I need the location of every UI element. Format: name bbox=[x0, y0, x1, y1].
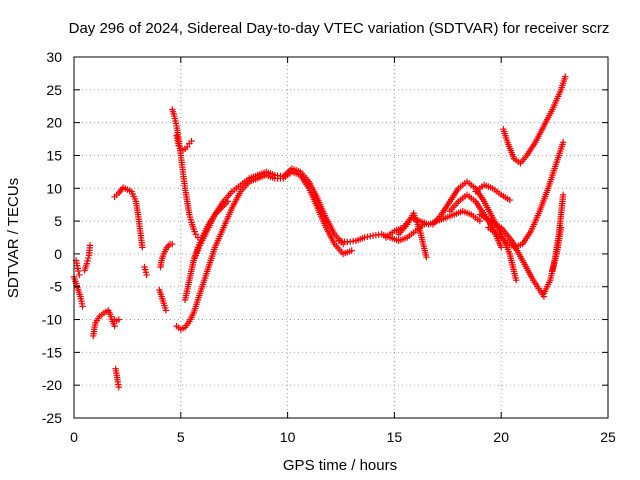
series-sat-j bbox=[157, 240, 176, 271]
data-point bbox=[83, 260, 91, 267]
series-sat-t bbox=[395, 210, 430, 261]
y-tick-labels: -25 -20 -15 -10 -5 0 5 10 15 20 25 30 bbox=[42, 49, 62, 426]
y-tick-label: 15 bbox=[46, 147, 62, 163]
y-tick-label: -20 bbox=[42, 377, 62, 393]
plot-frame bbox=[73, 56, 609, 419]
data-point bbox=[559, 139, 567, 146]
y-tick-label: 0 bbox=[54, 246, 62, 262]
x-tick-label: 25 bbox=[600, 429, 616, 445]
series-sat-f bbox=[112, 365, 123, 391]
series-sat-a bbox=[70, 273, 86, 310]
data-point bbox=[498, 244, 505, 251]
y-tick-label: 10 bbox=[46, 180, 62, 196]
y-tick-label: -10 bbox=[42, 312, 62, 328]
data-point bbox=[139, 244, 146, 251]
data-point bbox=[75, 267, 82, 275]
data-point bbox=[86, 242, 94, 249]
data-point bbox=[175, 142, 182, 149]
data-point bbox=[143, 271, 150, 279]
data-point bbox=[366, 232, 374, 240]
data-point bbox=[111, 322, 118, 330]
data-point bbox=[115, 316, 123, 323]
data-point bbox=[79, 303, 86, 310]
data-point bbox=[364, 233, 371, 241]
series-sat-d bbox=[90, 307, 118, 340]
data-point bbox=[361, 234, 368, 241]
data-point bbox=[85, 254, 92, 262]
y-tick-label: 5 bbox=[54, 213, 62, 229]
series-sat-s bbox=[382, 208, 484, 241]
series-sat-y bbox=[485, 139, 567, 251]
series-sat-w bbox=[472, 181, 513, 204]
data-point bbox=[162, 307, 170, 314]
series-sat-aa bbox=[540, 191, 567, 297]
y-axis-label: SDTVAR / TECUs bbox=[5, 178, 22, 298]
x-tick-labels: 0 5 10 15 20 25 bbox=[70, 429, 616, 445]
y-tick-label: 30 bbox=[46, 49, 62, 65]
series-sat-g bbox=[111, 184, 146, 251]
data-point bbox=[557, 224, 565, 231]
series-sat-n bbox=[190, 171, 261, 264]
x-axis-label: GPS time / hours bbox=[283, 457, 397, 474]
data-marks bbox=[70, 73, 569, 391]
series-sat-ab bbox=[549, 224, 565, 274]
data-point bbox=[348, 247, 355, 254]
chart-title: Day 296 of 2024, Sidereal Day-to-day VTE… bbox=[69, 20, 610, 37]
data-point bbox=[559, 191, 567, 199]
data-point bbox=[188, 137, 195, 145]
x-tick-label: 15 bbox=[387, 429, 403, 445]
series-sat-z bbox=[500, 73, 569, 167]
data-point bbox=[512, 276, 520, 284]
series-sat-r bbox=[335, 221, 428, 246]
series-sat-x bbox=[476, 211, 548, 300]
data-point bbox=[84, 257, 91, 265]
series-sat-l bbox=[173, 132, 195, 154]
y-tick-label: 20 bbox=[46, 115, 62, 131]
x-tick-label: 20 bbox=[493, 429, 509, 445]
series-sat-m bbox=[173, 178, 253, 333]
series-sat-c bbox=[81, 242, 94, 274]
data-point bbox=[169, 240, 176, 248]
data-point bbox=[506, 196, 513, 204]
grid-lines bbox=[74, 57, 608, 418]
y-tick-label: -15 bbox=[42, 344, 62, 360]
series-sat-e bbox=[111, 316, 123, 325]
data-point bbox=[224, 198, 231, 205]
series-sat-h bbox=[141, 263, 150, 279]
y-tick-label: -5 bbox=[50, 279, 63, 295]
data-point bbox=[423, 253, 430, 261]
data-point bbox=[76, 271, 83, 279]
x-tick-label: 0 bbox=[70, 429, 78, 445]
series-sat-k bbox=[169, 106, 202, 241]
data-point bbox=[115, 383, 123, 391]
y-tick-label: -25 bbox=[42, 410, 62, 426]
data-point bbox=[184, 143, 191, 151]
data-point bbox=[562, 73, 569, 80]
x-tick-label: 10 bbox=[280, 429, 296, 445]
x-tick-label: 5 bbox=[177, 429, 185, 445]
axis-ticks bbox=[73, 56, 609, 419]
data-point bbox=[192, 231, 199, 238]
series-sat-i bbox=[156, 286, 170, 314]
data-point bbox=[476, 217, 484, 225]
y-tick-label: 25 bbox=[46, 82, 62, 98]
series-sat-o bbox=[181, 198, 231, 304]
